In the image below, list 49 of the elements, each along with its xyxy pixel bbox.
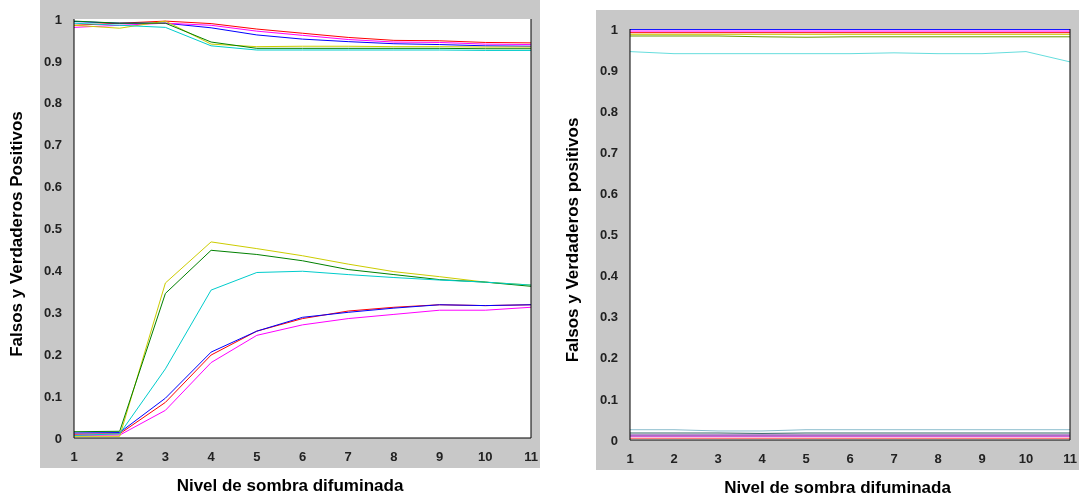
x-tick-label: 7 xyxy=(890,451,898,467)
y-tick-label: 0.4 xyxy=(43,263,63,279)
x-tick-label: 5 xyxy=(253,449,261,465)
y-tick-label: 0.6 xyxy=(43,179,62,195)
y-tick-label: 0.1 xyxy=(599,391,618,407)
x-tick-label: 1 xyxy=(626,451,634,467)
x-tick-label: 9 xyxy=(435,449,444,465)
x-tick-label: 6 xyxy=(846,451,854,467)
y-tick-label: 0.4 xyxy=(599,268,619,284)
y-tick-label: 0.3 xyxy=(43,304,62,320)
x-tick-label: 9 xyxy=(978,451,986,467)
x-tick-label: 10 xyxy=(478,449,493,465)
y-tick-label: 0.9 xyxy=(599,62,618,78)
x-tick-label: 4 xyxy=(207,449,216,465)
x-axis-title: Nivel de sombra difuminada xyxy=(723,478,952,498)
y-tick-label: 0.9 xyxy=(43,53,62,69)
x-tick-label: 4 xyxy=(758,451,767,467)
x-tick-label: 10 xyxy=(1018,451,1034,467)
y-tick-label: 0.2 xyxy=(43,346,62,362)
y-axis-title: Falsos y Verdaderos Positivos xyxy=(7,111,27,357)
x-tick-label: 8 xyxy=(934,451,942,467)
x-axis-title: Nivel de sombra difuminada xyxy=(175,476,405,496)
x-tick-label: 5 xyxy=(802,451,810,467)
x-tick-label: 3 xyxy=(714,451,722,467)
x-tick-label: 7 xyxy=(344,449,352,465)
y-tick-label: 0.6 xyxy=(599,186,618,202)
y-tick-label: 0.8 xyxy=(599,103,618,119)
x-tick-label: 11 xyxy=(1063,451,1077,467)
y-tick-label: 0.3 xyxy=(599,309,618,325)
y-tick-label: 0 xyxy=(54,430,62,446)
y-tick-label: 0.8 xyxy=(43,95,62,111)
x-tick-label: 1 xyxy=(70,449,78,465)
x-tick-label: 8 xyxy=(390,449,398,465)
x-tick-label: 3 xyxy=(161,449,170,465)
y-tick-label: 0.5 xyxy=(43,221,62,237)
y-tick-label: 1 xyxy=(610,21,618,37)
y-tick-label: 0.5 xyxy=(599,227,618,243)
y-tick-label: 0.7 xyxy=(43,137,62,153)
x-tick-label: 6 xyxy=(298,449,307,465)
y-tick-label: 0.2 xyxy=(599,350,618,366)
x-tick-label: 2 xyxy=(116,449,124,465)
x-tick-label: 2 xyxy=(670,451,678,467)
y-axis-title: Falsos y Verdaderos positivos xyxy=(563,117,583,363)
y-tick-label: 0.1 xyxy=(43,388,62,404)
y-tick-label: 0 xyxy=(610,432,618,448)
y-tick-label: 0.7 xyxy=(599,144,618,160)
y-tick-label: 1 xyxy=(54,11,62,27)
x-tick-label: 11 xyxy=(524,449,538,465)
line-series xyxy=(630,51,1070,63)
